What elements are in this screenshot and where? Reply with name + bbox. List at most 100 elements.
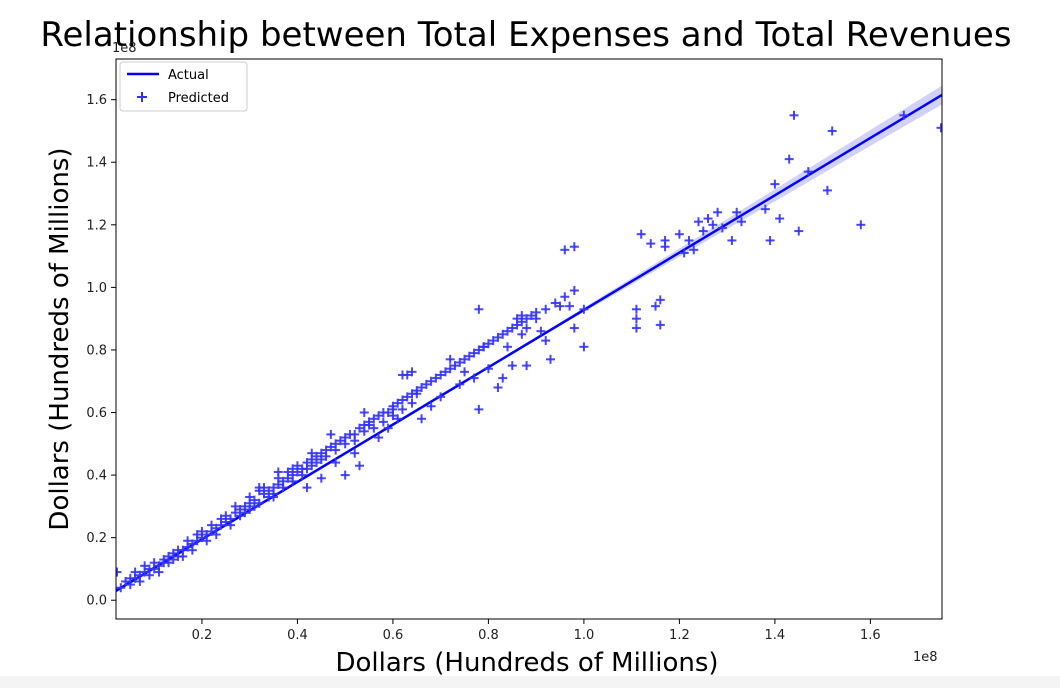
scatter-point [402, 370, 412, 380]
scatter-point [436, 392, 446, 402]
scatter-point [407, 398, 417, 408]
scatter-point [249, 501, 259, 511]
scatter-point [412, 389, 422, 399]
scatter-point [522, 323, 532, 333]
scatter-point [359, 408, 369, 418]
scatter-point [431, 373, 441, 383]
scatter-point [393, 414, 403, 424]
scatter-point [245, 492, 255, 502]
scatter-point [794, 226, 804, 236]
scatter-point [822, 185, 832, 195]
scatter-point [560, 245, 570, 255]
scatter-point [560, 292, 570, 302]
scatter-point [135, 576, 145, 586]
scatter-point [460, 354, 470, 364]
scatter-point [144, 570, 154, 580]
chart-title: Relationship between Total Expenses and … [40, 15, 1011, 55]
y-tick-label: 0.8 [86, 343, 107, 358]
y-tick-label: 0.0 [86, 594, 107, 609]
scatter-point [569, 242, 579, 252]
x-tick-label: 1.2 [669, 628, 690, 643]
scatter-point [312, 458, 322, 468]
scatter-point [479, 342, 489, 352]
scatter-point [374, 411, 384, 421]
scatter-point [541, 336, 551, 346]
scatter-point [488, 336, 498, 346]
legend-label-actual: Actual [168, 68, 209, 83]
scatter-point [736, 217, 746, 227]
scatter-point [545, 354, 555, 364]
scatter-point [273, 467, 283, 477]
scatter-point [565, 301, 575, 311]
scatter-point [297, 470, 307, 480]
scatter-point [140, 561, 150, 571]
scatter-point [660, 235, 670, 245]
scatter-point [331, 458, 341, 468]
scatter-point [292, 461, 302, 471]
scatter-point [388, 404, 398, 414]
y-axis-ticks: 0.0 0.2 0.4 0.6 0.8 1.0 1.2 1.4 1.6 [86, 93, 116, 609]
scatter-point [340, 439, 350, 449]
scatter-point [455, 357, 465, 367]
scatter-point [631, 323, 641, 333]
scatter-point [211, 530, 221, 540]
scatter-point [130, 567, 140, 577]
scatter-point [307, 461, 317, 471]
scatter-point [417, 382, 427, 392]
scatter-point [221, 511, 231, 521]
scatter-point [636, 229, 646, 239]
scatter-point [183, 536, 193, 546]
scatter-point [359, 426, 369, 436]
scatter-point [827, 126, 837, 136]
scatter-point [226, 520, 236, 530]
scatter-point [245, 505, 255, 515]
y-tick-label: 1.0 [86, 281, 107, 296]
scatter-point [168, 548, 178, 558]
scatter-point [655, 295, 665, 305]
scatter-point [770, 179, 780, 189]
scatter-point [517, 329, 527, 339]
scatter-point [483, 364, 493, 374]
y-axis-label: Dollars (Hundreds of Millions) [45, 147, 75, 530]
scatter-point [397, 395, 407, 405]
scatter-point [283, 467, 293, 477]
scatter-point [355, 461, 365, 471]
scatter-point [149, 558, 159, 568]
scatter-point [278, 483, 288, 493]
scatter-point [307, 448, 317, 458]
y-offset-label: 1e8 [112, 41, 137, 56]
plot-background [116, 59, 942, 619]
scatter-point [240, 508, 250, 518]
scatter-point [507, 361, 517, 371]
scatter-point [693, 217, 703, 227]
plot-area [115, 58, 943, 620]
scatter-point [698, 226, 708, 236]
scatter-point [569, 323, 579, 333]
scatter-point [651, 301, 661, 311]
scatter-point [474, 345, 484, 355]
scatter-point [402, 392, 412, 402]
scatter-point [789, 110, 799, 120]
scatter-point [689, 245, 699, 255]
scatter-point [503, 342, 513, 352]
scatter-point [526, 311, 536, 321]
scatter-point [426, 401, 436, 411]
scatter-point [450, 361, 460, 371]
scatter-point [154, 567, 164, 577]
x-tick-label: 0.8 [478, 628, 499, 643]
scatter-point [216, 514, 226, 524]
scatter-point [254, 483, 264, 493]
scatter-point [703, 214, 713, 224]
scatter-point [550, 298, 560, 308]
scatter-point [512, 314, 522, 324]
scatter-point [445, 364, 455, 374]
scatter-point [445, 354, 455, 364]
scatter-point [498, 373, 508, 383]
x-tick-label: 0.2 [192, 628, 213, 643]
scatter-point [474, 304, 484, 314]
scatter-point [541, 304, 551, 314]
scatter-point [684, 235, 694, 245]
scatter-point [407, 367, 417, 377]
scatter-point [355, 423, 365, 433]
